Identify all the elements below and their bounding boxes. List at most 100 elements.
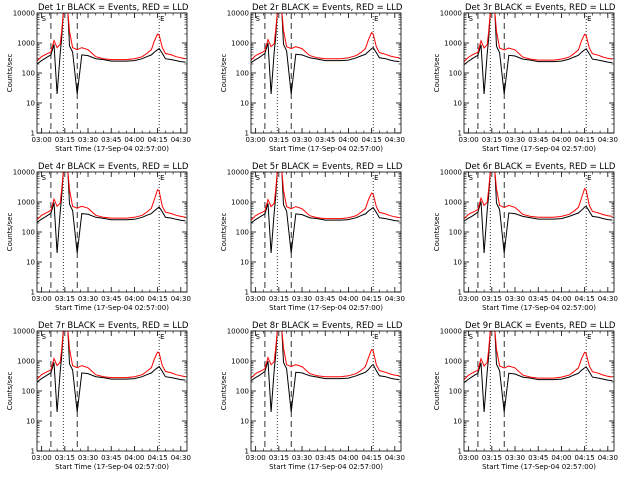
annotation-e: E (160, 15, 164, 23)
x-tick-label: 04:15 (148, 454, 168, 462)
x-axis-label: Start Time (17-Sep-04 02:57:00) (482, 145, 596, 153)
plot-frame (36, 171, 188, 293)
x-tick-label: 04:00 (551, 136, 571, 144)
x-tick-label: 03:30 (78, 454, 98, 462)
x-tick-label: 04:15 (148, 136, 168, 144)
x-tick-label: 03:00 (246, 136, 266, 144)
y-tick-label: 100 (449, 229, 462, 237)
x-tick-label: 03:45 (528, 136, 548, 144)
x-tick-label: 04:00 (338, 454, 358, 462)
x-tick-label: 03:30 (505, 454, 525, 462)
y-tick-label: 1 (31, 130, 35, 138)
detector-panel-2: Det 2r BLACK = Events, RED = LLD 1 10 100 10… (220, 3, 405, 153)
plot-frame (36, 330, 188, 452)
y-tick-label: 1 (245, 289, 249, 297)
x-tick-label: 03:00 (32, 454, 52, 462)
detector-panel-1: Det 1r BLACK = Events, RED = LLD 1 10 100 10… (6, 3, 191, 153)
series-line-events (251, 172, 400, 254)
y-tick-label: 1000 (231, 358, 249, 366)
x-tick-label: 03:15 (55, 454, 75, 462)
plot-frame (463, 12, 615, 134)
y-tick-label: 100 (236, 229, 249, 237)
x-tick-label: 04:30 (171, 454, 191, 462)
annotation-s: S (469, 15, 474, 23)
y-tick-label: 10000 (227, 169, 249, 177)
y-tick-label: 100 (22, 388, 35, 396)
panel-title: Det 5r BLACK = Events, RED = LLD (252, 162, 403, 172)
annotation-s: S (469, 333, 474, 341)
plot-frame (463, 171, 615, 293)
y-axis-label: Counts/sec (433, 54, 441, 93)
y-tick-label: 10000 (13, 10, 35, 18)
y-tick-label: 10 (453, 418, 462, 426)
detector-panel-6: Det 6r BLACK = Events, RED = LLD 1 10 100 10… (433, 162, 618, 312)
y-tick-label: 100 (449, 70, 462, 78)
x-tick-label: 03:45 (101, 295, 121, 303)
x-tick-label: 04:00 (338, 295, 358, 303)
y-tick-label: 100 (236, 388, 249, 396)
plot-frame (250, 330, 402, 452)
series-line-lld (251, 13, 400, 61)
x-tick-label: 04:00 (124, 295, 144, 303)
y-tick-label: 1 (458, 448, 462, 456)
x-axis-label: Start Time (17-Sep-04 02:57:00) (269, 463, 383, 471)
x-tick-label: 04:30 (385, 136, 405, 144)
plot-frame (250, 12, 402, 134)
panel-title: Det 9r BLACK = Events, RED = LLD (465, 321, 616, 331)
y-tick-label: 10 (240, 259, 249, 267)
x-tick-label: 04:00 (124, 136, 144, 144)
y-tick-label: 10 (26, 418, 35, 426)
x-tick-label: 04:30 (598, 295, 618, 303)
series-line-events (251, 331, 400, 413)
x-tick-label: 03:45 (101, 136, 121, 144)
series-line-lld (251, 172, 400, 221)
annotation-s: S (256, 333, 261, 341)
y-tick-label: 1000 (231, 40, 249, 48)
x-tick-label: 03:45 (315, 136, 335, 144)
panel-title: Det 6r BLACK = Events, RED = LLD (465, 162, 616, 172)
x-tick-label: 04:30 (598, 454, 618, 462)
x-tick-label: 04:30 (385, 295, 405, 303)
detector-panel-9: Det 9r BLACK = Events, RED = LLD 1 10 100 10… (433, 321, 618, 471)
x-tick-label: 03:15 (55, 295, 75, 303)
y-axis-label: Counts/sec (433, 372, 441, 411)
x-tick-label: 04:00 (551, 454, 571, 462)
y-tick-label: 10 (453, 259, 462, 267)
x-tick-label: 04:15 (148, 295, 168, 303)
x-tick-label: 03:00 (32, 136, 52, 144)
x-tick-label: 03:30 (505, 295, 525, 303)
x-tick-label: 03:45 (315, 454, 335, 462)
y-tick-label: 1000 (17, 199, 35, 207)
y-tick-label: 10 (240, 418, 249, 426)
series-line-lld (464, 13, 613, 62)
y-tick-label: 10000 (440, 169, 462, 177)
x-tick-label: 04:00 (124, 454, 144, 462)
panel-title: Det 3r BLACK = Events, RED = LLD (465, 3, 616, 13)
y-tick-label: 10 (453, 100, 462, 108)
y-tick-label: 10 (26, 100, 35, 108)
annotation-s: S (256, 15, 261, 23)
y-tick-label: 10000 (440, 10, 462, 18)
x-tick-label: 04:00 (551, 295, 571, 303)
x-tick-label: 03:00 (246, 295, 266, 303)
y-tick-label: 10000 (227, 328, 249, 336)
annotation-e: E (374, 15, 378, 23)
x-tick-label: 04:30 (171, 136, 191, 144)
y-tick-label: 1000 (17, 358, 35, 366)
x-tick-label: 04:15 (575, 295, 595, 303)
x-tick-label: 03:15 (55, 136, 75, 144)
y-tick-label: 100 (22, 229, 35, 237)
series-line-events (464, 331, 613, 413)
x-axis-label: Start Time (17-Sep-04 02:57:00) (55, 463, 169, 471)
x-tick-label: 03:30 (292, 136, 312, 144)
y-tick-label: 1 (31, 289, 35, 297)
panel-title: Det 7r BLACK = Events, RED = LLD (38, 321, 189, 331)
x-tick-label: 03:30 (78, 136, 98, 144)
x-axis-label: Start Time (17-Sep-04 02:57:00) (482, 304, 596, 312)
detector-panel-5: Det 5r BLACK = Events, RED = LLD 1 10 100 10… (220, 162, 405, 312)
x-tick-label: 03:00 (459, 295, 479, 303)
x-tick-label: 03:15 (269, 454, 289, 462)
y-tick-label: 1000 (231, 199, 249, 207)
series-line-lld (37, 172, 186, 220)
